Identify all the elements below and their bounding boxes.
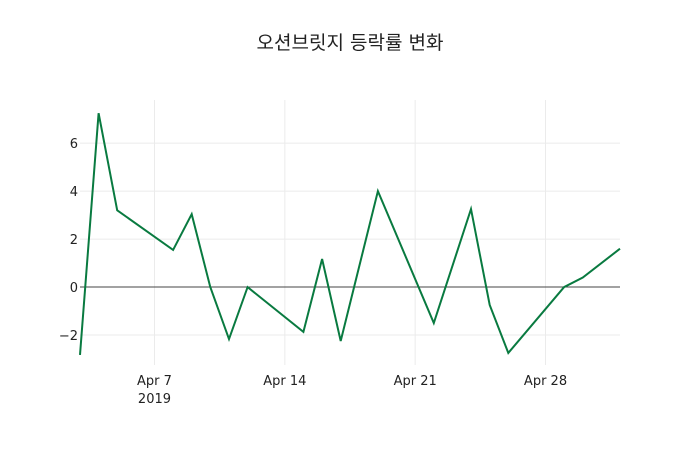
chart-title: 오션브릿지 등락률 변화 — [257, 32, 444, 54]
series-line[interactable] — [79, 113, 621, 355]
y-tick-label: 0 — [70, 281, 78, 296]
y-tick-label: 4 — [70, 185, 78, 200]
x-tick-sublabel: 2019 — [138, 392, 171, 407]
x-tick-label: Apr 7 — [137, 374, 172, 389]
x-tick-label: Apr 21 — [394, 374, 437, 389]
y-axis-ticks: −2 0 2 4 6 — [59, 137, 78, 344]
x-tick-label: Apr 14 — [263, 374, 306, 389]
y-tick-label: −2 — [59, 329, 78, 344]
x-tick-label: Apr 28 — [524, 374, 567, 389]
x-axis-ticks: Apr 7 2019 Apr 14 Apr 21 Apr 28 — [137, 374, 567, 407]
plot-area[interactable] — [79, 113, 621, 355]
y-tick-label: 6 — [70, 137, 78, 152]
gridlines — [80, 100, 620, 365]
y-tick-label: 2 — [70, 233, 78, 248]
